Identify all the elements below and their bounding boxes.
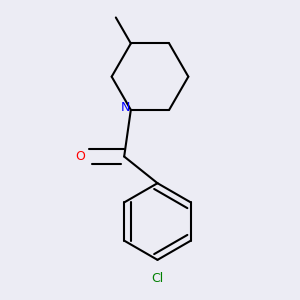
Text: Cl: Cl — [152, 272, 164, 284]
Text: N: N — [121, 101, 130, 114]
Text: O: O — [75, 150, 85, 163]
